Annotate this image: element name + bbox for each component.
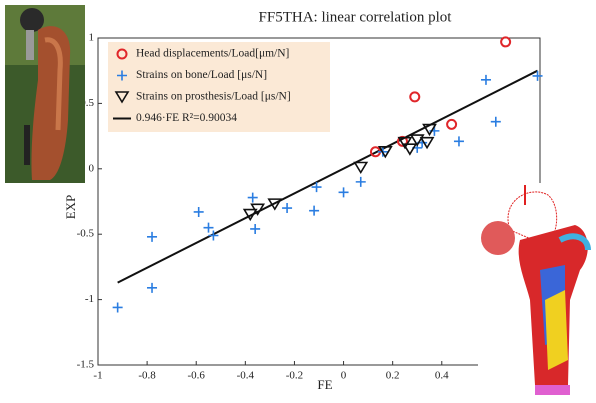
marker-plus xyxy=(480,74,491,85)
marker-plus xyxy=(147,282,158,293)
marker-plus xyxy=(117,70,127,81)
marker-triangle xyxy=(114,91,130,104)
x-tick-label: -0.4 xyxy=(237,370,255,382)
marker-triangle xyxy=(409,134,425,147)
legend-label: 0.946·FE R²=0.90034 xyxy=(136,112,237,124)
legend-label: Strains on prosthesis/Load [μs/N] xyxy=(136,91,291,103)
y-tick-label: 0 xyxy=(89,162,95,174)
marker-plus xyxy=(247,192,258,203)
y-tick-label: -0.5 xyxy=(77,228,95,240)
marker-circle xyxy=(116,48,128,60)
marker-plus xyxy=(355,176,366,187)
marker-plus xyxy=(532,70,543,81)
marker-plus xyxy=(208,230,219,241)
marker-triangle xyxy=(422,123,437,137)
x-tick-label: -0.8 xyxy=(138,370,156,382)
marker-plus xyxy=(193,206,204,217)
y-tick-label: -1 xyxy=(85,293,94,305)
x-tick-label: -0.6 xyxy=(188,370,206,382)
marker-triangle xyxy=(377,145,393,159)
marker-triangle xyxy=(402,143,418,156)
chart-title: FF5THA: linear correlation plot xyxy=(259,9,453,25)
x-tick-label: -1 xyxy=(93,370,102,382)
legend-box xyxy=(108,42,330,132)
x-tick-label: 0.2 xyxy=(386,370,400,382)
legend-label: Head displacements/Load[μm/N] xyxy=(136,48,289,60)
legend: Head displacements/Load[μm/N] Strains on … xyxy=(108,42,330,132)
x-tick-label: -0.2 xyxy=(286,370,303,382)
fe-model-render xyxy=(478,183,596,403)
marker-triangle xyxy=(242,208,258,222)
marker-plus xyxy=(338,187,349,198)
legend-label: Strains on bone/Load [μs/N] xyxy=(136,69,267,81)
x-tick-label: 0.4 xyxy=(435,370,449,382)
marker-plus xyxy=(282,203,293,214)
y-tick-label: 1 xyxy=(89,32,95,44)
marker-triangle xyxy=(267,198,283,211)
fit-line xyxy=(117,69,538,284)
marker-plus xyxy=(453,136,464,147)
marker-circle xyxy=(396,135,408,147)
marker-circle xyxy=(446,118,458,130)
marker-plus xyxy=(311,182,322,193)
marker-plus xyxy=(250,223,261,234)
marker-triangle xyxy=(353,161,369,175)
marker-plus xyxy=(490,116,501,127)
marker-plus xyxy=(309,205,320,216)
marker-triangle xyxy=(419,136,435,150)
y-axis-label: EXP xyxy=(63,195,78,220)
x-axis-label: FE xyxy=(317,377,332,392)
marker-plus xyxy=(112,302,123,313)
specimen-photo xyxy=(5,5,85,183)
marker-plus xyxy=(203,222,214,233)
x-tick-label: 0 xyxy=(341,370,347,382)
marker-triangle xyxy=(397,136,413,150)
marker-circle xyxy=(409,91,421,103)
marker-plus xyxy=(147,231,158,242)
marker-triangle xyxy=(250,203,266,216)
marker-circle xyxy=(500,36,512,48)
y-tick-label: -1.5 xyxy=(77,359,95,371)
